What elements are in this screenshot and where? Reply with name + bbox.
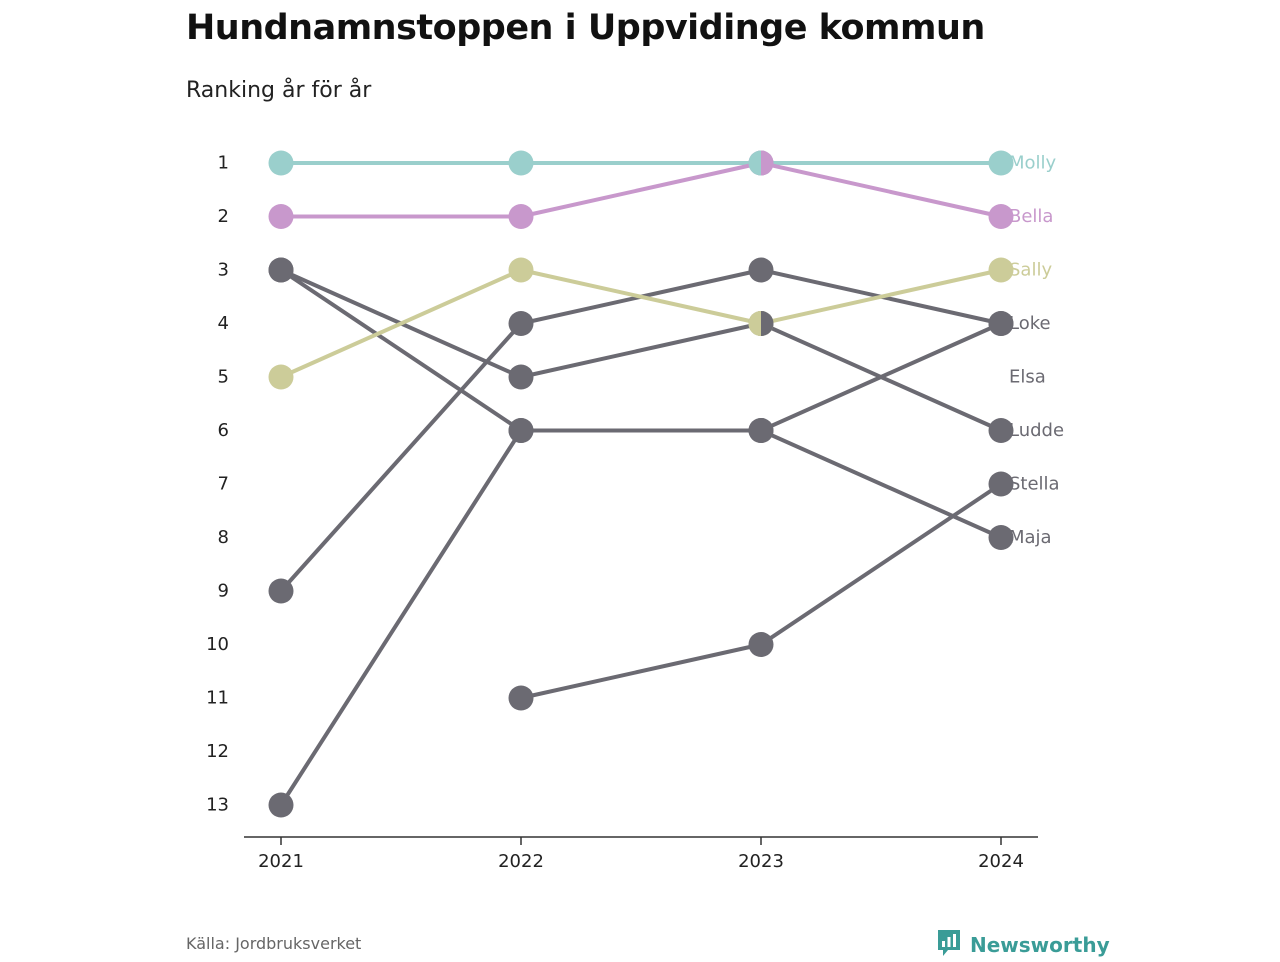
- chart-subtitle: Ranking år för år: [186, 78, 372, 103]
- y-tick-label: 1: [218, 153, 229, 174]
- y-tick-label: 12: [206, 741, 229, 762]
- series-line-maja: [279, 268, 1003, 540]
- series-point-ludde: [988, 418, 1014, 443]
- end-label-ludde: Ludde: [1009, 420, 1064, 441]
- chart-title: Hundnamnstoppen i Uppvidinge kommun: [186, 8, 985, 48]
- series-point-sally: [268, 364, 294, 390]
- brand-logo: Newsworthy: [936, 928, 1110, 962]
- y-tick-label: 11: [206, 688, 229, 709]
- y-tick-label: 8: [218, 527, 229, 548]
- series-point-bella: [268, 204, 294, 229]
- x-tick-label: 2021: [258, 851, 304, 872]
- end-label-loke: Loke: [1009, 313, 1051, 334]
- end-label-bella: Bella: [1009, 206, 1053, 227]
- x-tick-label: 2023: [738, 851, 784, 872]
- shared-point-left-half: [748, 150, 761, 176]
- series-line-elsa: [279, 321, 1003, 807]
- series-point-stella: [508, 685, 534, 711]
- series-point-bella: [508, 204, 534, 229]
- shared-point-right-half: [761, 150, 774, 176]
- x-tick-label: 2024: [978, 851, 1024, 872]
- series-point-loke: [268, 578, 294, 604]
- newsworthy-logo-icon: [936, 928, 962, 962]
- end-label-maja: Maja: [1009, 527, 1052, 548]
- x-tick-label: 2022: [498, 851, 544, 872]
- y-tick-label: 13: [206, 795, 229, 816]
- y-tick-label: 3: [218, 260, 229, 281]
- y-tick-label: 4: [218, 313, 229, 334]
- y-tick-label: 9: [218, 581, 229, 602]
- series-point-maja: [508, 418, 534, 443]
- brand-name: Newsworthy: [970, 933, 1110, 957]
- y-tick-label: 5: [218, 367, 229, 388]
- y-tick-label: 2: [218, 206, 229, 227]
- series-point-stella: [988, 471, 1014, 497]
- series-point-loke: [508, 311, 534, 336]
- end-label-sally: Sally: [1009, 260, 1052, 281]
- series-point-maja: [268, 257, 294, 283]
- series-point-molly: [508, 150, 534, 176]
- series-point-elsa: [988, 311, 1014, 336]
- series-line-stella: [519, 482, 1003, 700]
- source-note: Källa: Jordbruksverket: [186, 934, 362, 953]
- series-point-molly: [988, 150, 1014, 176]
- series-end-labels: Molly Bella Sally Loke Elsa Ludde Stella Maja: [1009, 153, 1064, 549]
- end-label-elsa: Elsa: [1009, 367, 1046, 388]
- series-point-maja: [988, 525, 1014, 550]
- series-line-sally: [279, 268, 1003, 379]
- shared-point-left-half: [748, 311, 761, 336]
- series-point-bella: [988, 204, 1014, 229]
- series-points: [268, 150, 1014, 818]
- end-label-molly: Molly: [1009, 153, 1057, 174]
- end-label-stella: Stella: [1009, 474, 1060, 495]
- shared-point-right-half: [761, 311, 774, 336]
- x-axis-ticks: 2021 2022 2023 2024: [258, 837, 1024, 872]
- y-tick-label: 6: [218, 420, 229, 441]
- series-point-molly: [268, 150, 294, 176]
- y-tick-label: 7: [218, 474, 229, 495]
- series-point-maja: [748, 418, 774, 443]
- series-point-elsa: [268, 792, 294, 818]
- series-point-sally: [508, 257, 534, 283]
- series-line-bella: [279, 161, 1003, 219]
- series-point-loke: [748, 257, 774, 283]
- series-point-sally: [988, 257, 1014, 283]
- series-point-stella: [748, 632, 774, 657]
- series-lines: [279, 161, 1003, 807]
- series-point-ludde: [508, 364, 534, 390]
- y-tick-label: 10: [206, 634, 229, 655]
